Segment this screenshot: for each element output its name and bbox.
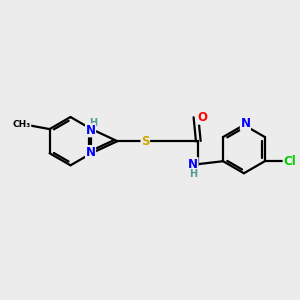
Text: O: O [197,111,207,124]
Text: S: S [141,135,149,148]
Text: N: N [85,124,95,137]
Text: H: H [189,169,197,179]
Text: Cl: Cl [283,155,296,168]
Text: N: N [188,158,198,171]
Text: CH₃: CH₃ [13,120,31,129]
Text: H: H [89,118,97,128]
Text: N: N [85,146,95,159]
Text: N: N [240,117,250,130]
